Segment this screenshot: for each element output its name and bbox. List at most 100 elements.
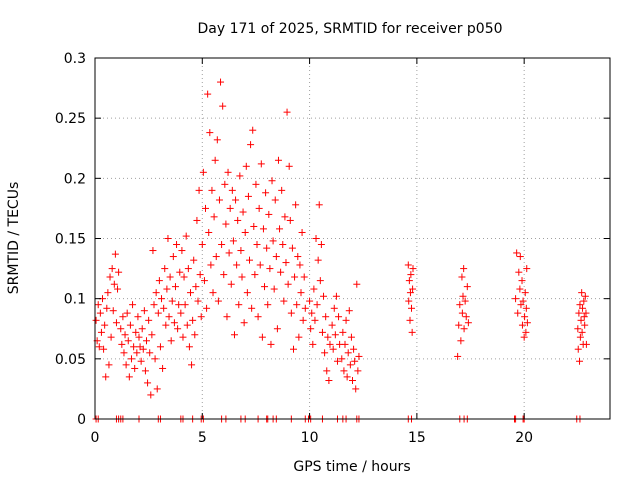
data-point xyxy=(185,343,193,351)
data-point xyxy=(158,295,166,303)
data-point xyxy=(182,232,190,240)
data-point xyxy=(101,321,109,329)
data-point xyxy=(324,333,332,341)
data-point xyxy=(464,319,472,327)
data-point xyxy=(167,337,175,345)
data-point xyxy=(408,304,416,312)
data-point xyxy=(118,340,126,348)
data-point xyxy=(92,316,100,324)
x-tick-label: 10 xyxy=(301,430,319,446)
data-point xyxy=(212,253,220,261)
data-point xyxy=(240,319,248,327)
data-point xyxy=(513,249,521,257)
data-point xyxy=(456,301,464,309)
data-point xyxy=(406,316,414,324)
data-point xyxy=(215,196,223,204)
data-point xyxy=(516,253,524,261)
data-point xyxy=(286,216,294,224)
data-point xyxy=(339,328,347,336)
y-axis-label: SRMTID / TECUs xyxy=(6,182,22,295)
data-point xyxy=(463,283,471,291)
data-point xyxy=(578,328,586,336)
data-point xyxy=(146,349,154,357)
data-point xyxy=(518,321,526,329)
data-point xyxy=(97,328,105,336)
data-point xyxy=(132,328,140,336)
data-point xyxy=(332,292,340,300)
data-point xyxy=(461,297,469,305)
data-point xyxy=(517,301,525,309)
data-point xyxy=(268,177,276,185)
data-point xyxy=(96,309,104,317)
data-point xyxy=(258,333,266,341)
data-point xyxy=(578,289,586,297)
data-point xyxy=(409,285,417,293)
y-tick-label: 0.2 xyxy=(64,171,86,187)
data-point xyxy=(221,180,229,188)
data-point xyxy=(112,319,120,327)
data-point xyxy=(208,186,216,194)
data-point xyxy=(242,162,250,170)
data-point xyxy=(199,168,207,176)
data-point xyxy=(254,313,262,321)
data-point xyxy=(294,253,302,261)
data-point xyxy=(314,256,322,264)
data-point xyxy=(255,204,263,212)
data-point xyxy=(519,297,527,305)
data-point xyxy=(225,249,233,257)
data-point xyxy=(282,259,290,267)
data-point xyxy=(220,271,228,279)
data-point xyxy=(174,325,182,333)
data-point xyxy=(343,373,351,381)
data-point xyxy=(338,355,346,363)
data-point xyxy=(292,201,300,209)
data-point xyxy=(289,345,297,353)
y-tick-label: 0 xyxy=(77,412,86,428)
data-point xyxy=(156,343,164,351)
data-point xyxy=(259,225,267,233)
data-point xyxy=(162,321,170,329)
data-point xyxy=(261,283,269,291)
data-point xyxy=(354,367,362,375)
data-point xyxy=(353,280,361,288)
data-point xyxy=(323,367,331,375)
data-point xyxy=(329,345,337,353)
data-point xyxy=(272,253,280,261)
data-point xyxy=(103,304,111,312)
data-point xyxy=(202,204,210,212)
data-point xyxy=(121,331,129,339)
data-point xyxy=(256,261,264,269)
x-tick-label: 0 xyxy=(91,430,100,446)
data-point xyxy=(123,309,131,317)
data-point xyxy=(521,289,529,297)
data-point xyxy=(139,345,147,353)
data-point xyxy=(457,337,465,345)
data-point xyxy=(574,345,582,353)
data-point xyxy=(310,285,318,293)
data-point xyxy=(335,313,343,321)
data-point xyxy=(271,196,279,204)
data-point xyxy=(518,277,526,285)
data-point xyxy=(349,376,356,384)
data-point xyxy=(257,160,265,168)
data-point xyxy=(205,228,213,236)
data-point xyxy=(175,301,183,309)
data-point xyxy=(124,337,132,345)
data-point xyxy=(277,268,285,276)
data-point xyxy=(176,268,184,276)
data-point xyxy=(197,313,205,321)
data-point xyxy=(224,168,232,176)
data-point xyxy=(161,265,169,273)
data-point xyxy=(241,228,249,236)
data-point xyxy=(184,265,192,273)
data-point xyxy=(582,309,590,317)
data-point xyxy=(279,241,287,249)
data-point xyxy=(140,307,148,315)
data-point xyxy=(247,141,255,149)
data-point xyxy=(581,292,589,300)
data-point xyxy=(307,325,315,333)
data-point xyxy=(192,283,200,291)
data-point xyxy=(576,301,584,309)
data-point xyxy=(104,289,112,297)
